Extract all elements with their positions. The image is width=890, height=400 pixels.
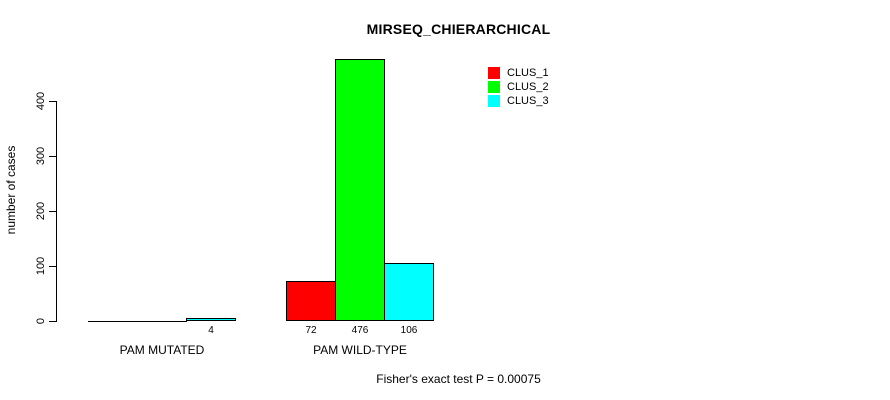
chart-title: MIRSEQ_CHIERARCHICAL (366, 21, 551, 37)
bar-clus_1-pam-wild-type (286, 281, 336, 321)
y-tick-label-text: 200 (35, 201, 47, 221)
y-tick-400 (49, 101, 56, 102)
legend-label: CLUS_1 (507, 67, 549, 79)
y-tick-0 (49, 321, 56, 322)
y-tick-label-text: 300 (35, 146, 47, 166)
bar-clus_3-pam-mutated (186, 318, 236, 321)
bar-value-label: 476 (351, 325, 369, 336)
y-axis-line (56, 101, 57, 322)
y-tick-300 (49, 156, 56, 157)
category-label-pam-mutated: PAM MUTATED (119, 343, 205, 357)
legend: CLUS_1 CLUS_2 CLUS_3 (488, 66, 549, 108)
y-tick-200 (49, 211, 56, 212)
bar-clus_2-pam-wild-type (335, 59, 385, 321)
legend-swatch-icon (488, 95, 500, 107)
footer-annotation: Fisher's exact test P = 0.00075 (376, 372, 541, 386)
legend-row-clus_1: CLUS_1 (488, 66, 549, 80)
legend-row-clus_3: CLUS_3 (488, 94, 549, 108)
y-tick-label-text: 0 (35, 317, 47, 325)
legend-swatch-icon (488, 81, 500, 93)
y-tick-label-text: 100 (35, 256, 47, 276)
y-tick-100 (49, 266, 56, 267)
y-axis-label-text: number of cases (4, 145, 18, 235)
category-label-pam-wild-type: PAM WILD-TYPE (313, 343, 407, 357)
bar-clus_1-pam-mutated-zero (88, 321, 138, 322)
bar-clus_2-pam-mutated-zero (137, 321, 187, 322)
legend-label: CLUS_3 (507, 95, 549, 107)
y-tick-label-text: 400 (35, 91, 47, 111)
legend-row-clus_2: CLUS_2 (488, 80, 549, 94)
bar-value-label: 72 (305, 325, 317, 336)
legend-swatch-icon (488, 67, 500, 79)
legend-label: CLUS_2 (507, 81, 549, 93)
bar-value-label: 106 (400, 325, 418, 336)
bar-value-label: 4 (208, 325, 214, 336)
bar-clus_3-pam-wild-type (384, 263, 434, 321)
